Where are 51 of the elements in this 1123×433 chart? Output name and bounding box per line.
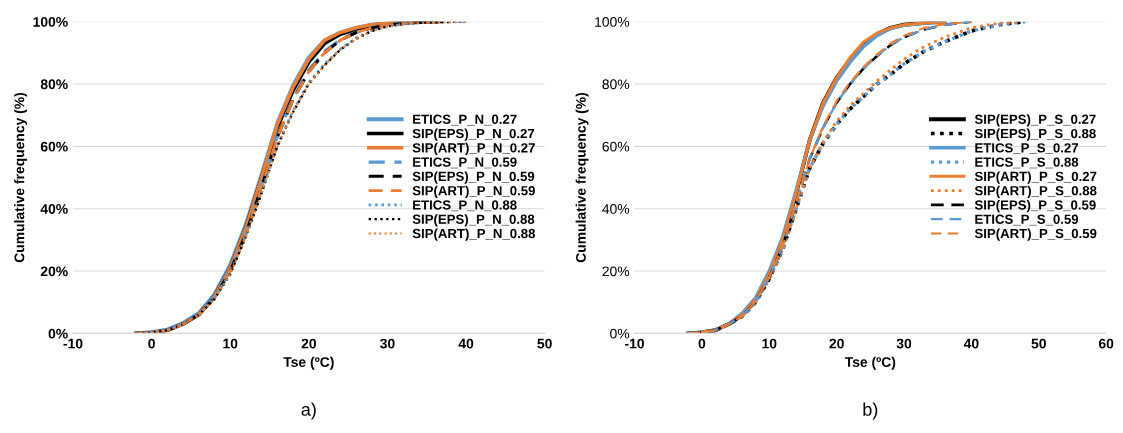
x-tick-label: 0 <box>148 338 155 349</box>
legend-label: SIP(EPS)_P_S_0.27 <box>974 114 1096 127</box>
legend-label: SIP(EPS)_P_S_0.88 <box>974 128 1096 141</box>
x-tick-label: 60 <box>1098 338 1114 349</box>
legend-label: SIP(EPS)_P_S_0.59 <box>974 199 1096 213</box>
legend-label: ETICS_P_N_0.88 <box>413 200 517 212</box>
x-tick-label: 10 <box>762 338 777 349</box>
x-tick-label: 40 <box>963 338 979 349</box>
y-tick-label: 0% <box>48 328 68 339</box>
y-tick-label: 60% <box>40 141 68 152</box>
x-tick-label: 10 <box>223 338 238 349</box>
legend-label: SIP(EPS)_P_N_0.88 <box>412 214 535 227</box>
y-tick-label: 40% <box>40 204 68 214</box>
legend-label: ETICS_P_S_0.59 <box>975 214 1079 226</box>
y-axis-title: Cumulative frequency (%) <box>14 92 28 263</box>
x-tick-label: 40 <box>458 338 474 349</box>
legend-label: ETICS_P_N_0.27 <box>413 114 517 126</box>
legend-label: ETICS_P_S_0.88 <box>975 157 1079 169</box>
x-axis-title: Tse (ºC) <box>844 356 896 370</box>
y-tick-label: 100% <box>595 16 630 27</box>
y-tick-label: 20% <box>40 266 68 277</box>
legend-label: SIP(ART)_P_S_0.88 <box>974 185 1097 198</box>
x-tick-label: 30 <box>896 338 912 349</box>
y-axis-title: Cumulative frequency (%) <box>575 92 589 263</box>
x-tick-label: 20 <box>829 338 844 349</box>
legend-label: SIP(ART)_P_S_0.59 <box>974 228 1097 241</box>
x-tick-label: 20 <box>301 338 316 349</box>
y-tick-label: 80% <box>602 79 630 90</box>
legend-label: ETICS_P_N_0.59 <box>413 157 517 169</box>
y-tick-label: 40% <box>602 204 630 214</box>
legend-label: SIP(ART)_P_N_0.27 <box>412 142 535 156</box>
x-tick-label: 50 <box>1031 338 1046 349</box>
y-tick-label: 0% <box>610 328 630 339</box>
text: b) <box>863 402 878 420</box>
legend-label: SIP(EPS)_P_N_0.27 <box>412 128 535 141</box>
y-tick-label: 100% <box>33 16 68 27</box>
y-tick-label: 80% <box>40 79 68 90</box>
legend-label: SIP(ART)_P_S_0.27 <box>974 171 1097 184</box>
x-axis-title: Tse (ºC) <box>283 356 334 370</box>
x-tick-label: 0 <box>698 338 706 349</box>
x-tick-label: -10 <box>63 338 83 349</box>
text: a) <box>301 402 316 420</box>
y-tick-label: 20% <box>602 266 630 277</box>
x-tick-label: 50 <box>537 338 552 349</box>
legend-label: SIP(ART)_P_N_0.88 <box>412 228 536 241</box>
legend-label: SIP(EPS)_P_N_0.59 <box>412 171 535 184</box>
legend-label: ETICS_P_S_0.27 <box>975 143 1079 154</box>
y-tick-label: 60% <box>602 141 630 152</box>
legend-label: SIP(ART)_P_N_0.59 <box>412 185 535 198</box>
x-tick-label: 30 <box>380 338 395 349</box>
x-tick-label: -10 <box>625 338 644 349</box>
